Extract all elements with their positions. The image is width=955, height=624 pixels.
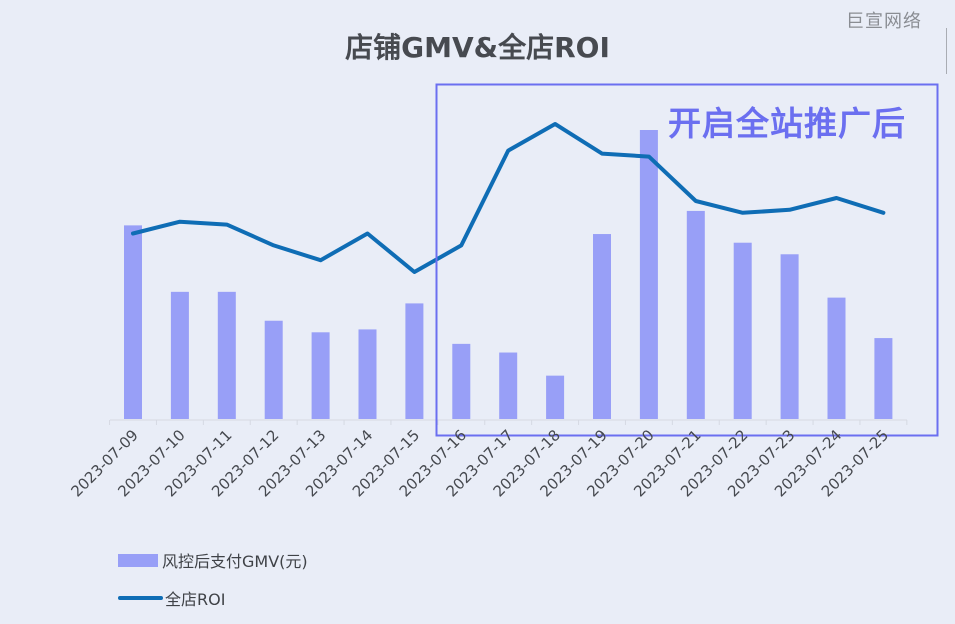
gmv-bar[interactable] <box>686 210 705 419</box>
gmv-bar[interactable] <box>405 303 424 419</box>
gmv-bar[interactable] <box>124 225 142 419</box>
brand-watermark: 巨宣网络 <box>846 11 922 32</box>
legend-item-roi[interactable]: 全店ROI <box>118 583 308 613</box>
chart-title: 店铺GMV&全店ROI <box>345 31 610 64</box>
gmv-bar[interactable] <box>264 320 283 419</box>
gmv-bar[interactable] <box>452 343 471 419</box>
bar-swatch-icon <box>118 553 158 567</box>
gmv-bar[interactable] <box>733 242 752 419</box>
annotation-box <box>435 83 939 437</box>
gmv-bar[interactable] <box>874 338 893 419</box>
roi-line[interactable] <box>131 122 886 274</box>
legend-item-gmv[interactable]: 风控后支付GMV(元) <box>118 545 308 575</box>
gmv-bar[interactable] <box>311 332 330 419</box>
gmv-bar[interactable] <box>170 291 189 419</box>
scrollbar[interactable] <box>946 28 947 74</box>
gmv-bar[interactable] <box>827 297 846 419</box>
gmv-bar[interactable] <box>593 234 611 419</box>
legend: 风控后支付GMV(元) 全店ROI <box>118 545 308 613</box>
legend-label: 全店ROI <box>165 590 226 609</box>
gmv-bar[interactable] <box>499 352 518 419</box>
gmv-bar[interactable] <box>217 291 236 419</box>
line-swatch-icon <box>118 596 163 600</box>
gmv-bar[interactable] <box>546 375 565 419</box>
legend-label: 风控后支付GMV(元) <box>162 552 308 571</box>
gmv-bar[interactable] <box>780 254 799 419</box>
gmv-bar[interactable] <box>639 130 658 419</box>
gmv-bar[interactable] <box>358 329 377 419</box>
annotation-label: 开启全站推广后 <box>668 104 906 143</box>
